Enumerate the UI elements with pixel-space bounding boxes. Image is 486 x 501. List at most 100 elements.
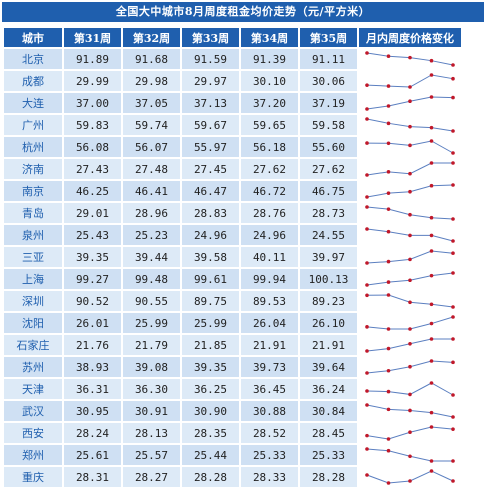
value-cell: 28.28 xyxy=(300,467,357,487)
value-cell: 46.72 xyxy=(241,181,298,201)
value-cell: 91.11 xyxy=(300,49,357,69)
value-cell: 39.35 xyxy=(182,357,239,377)
value-cell: 56.08 xyxy=(64,137,121,157)
sparkline-point xyxy=(365,107,369,111)
sparkline-point xyxy=(408,300,412,305)
sparkline-point xyxy=(429,125,434,130)
header-week: 第33周 xyxy=(182,28,239,47)
sparkline-point xyxy=(429,139,434,143)
city-cell: 天津 xyxy=(4,379,62,399)
value-cell: 36.31 xyxy=(64,379,121,399)
value-cell: 59.74 xyxy=(123,115,180,135)
value-cell: 36.24 xyxy=(300,379,357,399)
table-row: 大连 37.00 37.05 37.13 37.20 37.19 xyxy=(4,93,461,113)
sparkline-point xyxy=(386,293,391,297)
table-row: 济南 27.43 27.48 27.45 27.62 27.62 xyxy=(4,159,461,179)
sparkline-point xyxy=(386,84,391,88)
sparkline-cell xyxy=(359,269,461,289)
city-cell: 武汉 xyxy=(4,401,62,421)
sparkline-point xyxy=(365,349,369,353)
value-cell: 29.98 xyxy=(123,71,180,91)
sparkline-cell xyxy=(359,93,461,113)
value-cell: 29.97 xyxy=(182,71,239,91)
value-cell: 30.88 xyxy=(241,401,298,421)
value-cell: 30.95 xyxy=(64,401,121,421)
value-cell: 25.44 xyxy=(182,445,239,465)
sparkline-point xyxy=(408,257,412,262)
value-cell: 21.79 xyxy=(123,335,180,355)
sparkline-cell xyxy=(359,467,461,487)
value-cell: 27.48 xyxy=(123,159,180,179)
table-row: 西安 28.24 28.13 28.35 28.52 28.45 xyxy=(4,423,461,443)
value-cell: 24.96 xyxy=(182,225,239,245)
sparkline xyxy=(365,205,455,221)
value-cell: 28.24 xyxy=(64,423,121,443)
value-cell: 37.05 xyxy=(123,93,180,113)
sparkline-point xyxy=(386,54,391,59)
value-cell: 30.84 xyxy=(300,401,357,421)
sparkline-point xyxy=(365,195,369,199)
value-cell: 28.33 xyxy=(241,467,298,487)
value-cell: 28.83 xyxy=(182,203,239,223)
sparkline xyxy=(365,469,455,485)
value-cell: 37.20 xyxy=(241,93,298,113)
value-cell: 91.39 xyxy=(241,49,298,69)
value-cell: 28.31 xyxy=(64,467,121,487)
sparkline-point xyxy=(408,99,412,103)
value-cell: 28.76 xyxy=(241,203,298,223)
sparkline-line xyxy=(366,96,454,110)
sparkline-point xyxy=(365,371,369,375)
value-cell: 46.75 xyxy=(300,181,357,201)
table-row: 杭州 56.08 56.07 55.97 56.18 55.60 xyxy=(4,137,461,157)
sparkline-point xyxy=(408,430,412,435)
table-row: 青岛 29.01 28.96 28.83 28.76 28.73 xyxy=(4,203,461,223)
value-cell: 27.45 xyxy=(182,159,239,179)
sparkline-point xyxy=(408,278,412,283)
value-cell: 30.06 xyxy=(300,71,357,91)
sparkline-point xyxy=(429,459,434,463)
value-cell: 25.33 xyxy=(241,445,298,465)
sparkline xyxy=(365,183,455,199)
value-cell: 28.27 xyxy=(123,467,180,487)
value-cell: 28.13 xyxy=(123,423,180,443)
sparkline-point xyxy=(429,359,434,363)
sparkline-point xyxy=(408,342,412,346)
table-row: 深圳 90.52 90.55 89.75 89.53 89.23 xyxy=(4,291,461,311)
value-cell: 37.19 xyxy=(300,93,357,113)
sparkline-point xyxy=(451,315,455,319)
sparkline-point xyxy=(408,55,412,60)
sparkline-point xyxy=(386,368,391,373)
sparkline-point xyxy=(365,205,369,209)
sparkline-point xyxy=(365,403,369,407)
sparkline-point xyxy=(429,161,434,165)
sparkline-point xyxy=(408,212,412,217)
sparkline xyxy=(365,337,455,353)
sparkline-point xyxy=(365,173,369,177)
table-row: 上海 99.27 99.48 99.61 99.94 100.13 xyxy=(4,269,461,289)
value-cell: 28.28 xyxy=(182,467,239,487)
value-cell: 59.65 xyxy=(241,115,298,135)
city-cell: 杭州 xyxy=(4,137,62,157)
value-cell: 89.23 xyxy=(300,291,357,311)
table-row: 重庆 28.31 28.27 28.28 28.33 28.28 xyxy=(4,467,461,487)
sparkline-point xyxy=(451,427,455,431)
sparkline-point xyxy=(429,381,434,385)
sparkline-point xyxy=(386,437,391,441)
value-cell: 28.35 xyxy=(182,423,239,443)
sparkline-point xyxy=(408,143,412,148)
sparkline-point xyxy=(451,95,455,100)
sparkline xyxy=(365,425,455,441)
sparkline-point xyxy=(365,433,369,438)
sparkline-point xyxy=(451,151,455,155)
value-cell: 36.45 xyxy=(241,379,298,399)
sparkline-point xyxy=(386,407,391,412)
sparkline xyxy=(365,249,455,265)
city-cell: 西安 xyxy=(4,423,62,443)
value-cell: 59.58 xyxy=(300,115,357,135)
value-cell: 28.96 xyxy=(123,203,180,223)
city-cell: 广州 xyxy=(4,115,62,135)
sparkline xyxy=(365,403,455,419)
header-week: 第32周 xyxy=(123,28,180,47)
sparkline-point xyxy=(429,273,434,278)
value-cell: 30.90 xyxy=(182,401,239,421)
